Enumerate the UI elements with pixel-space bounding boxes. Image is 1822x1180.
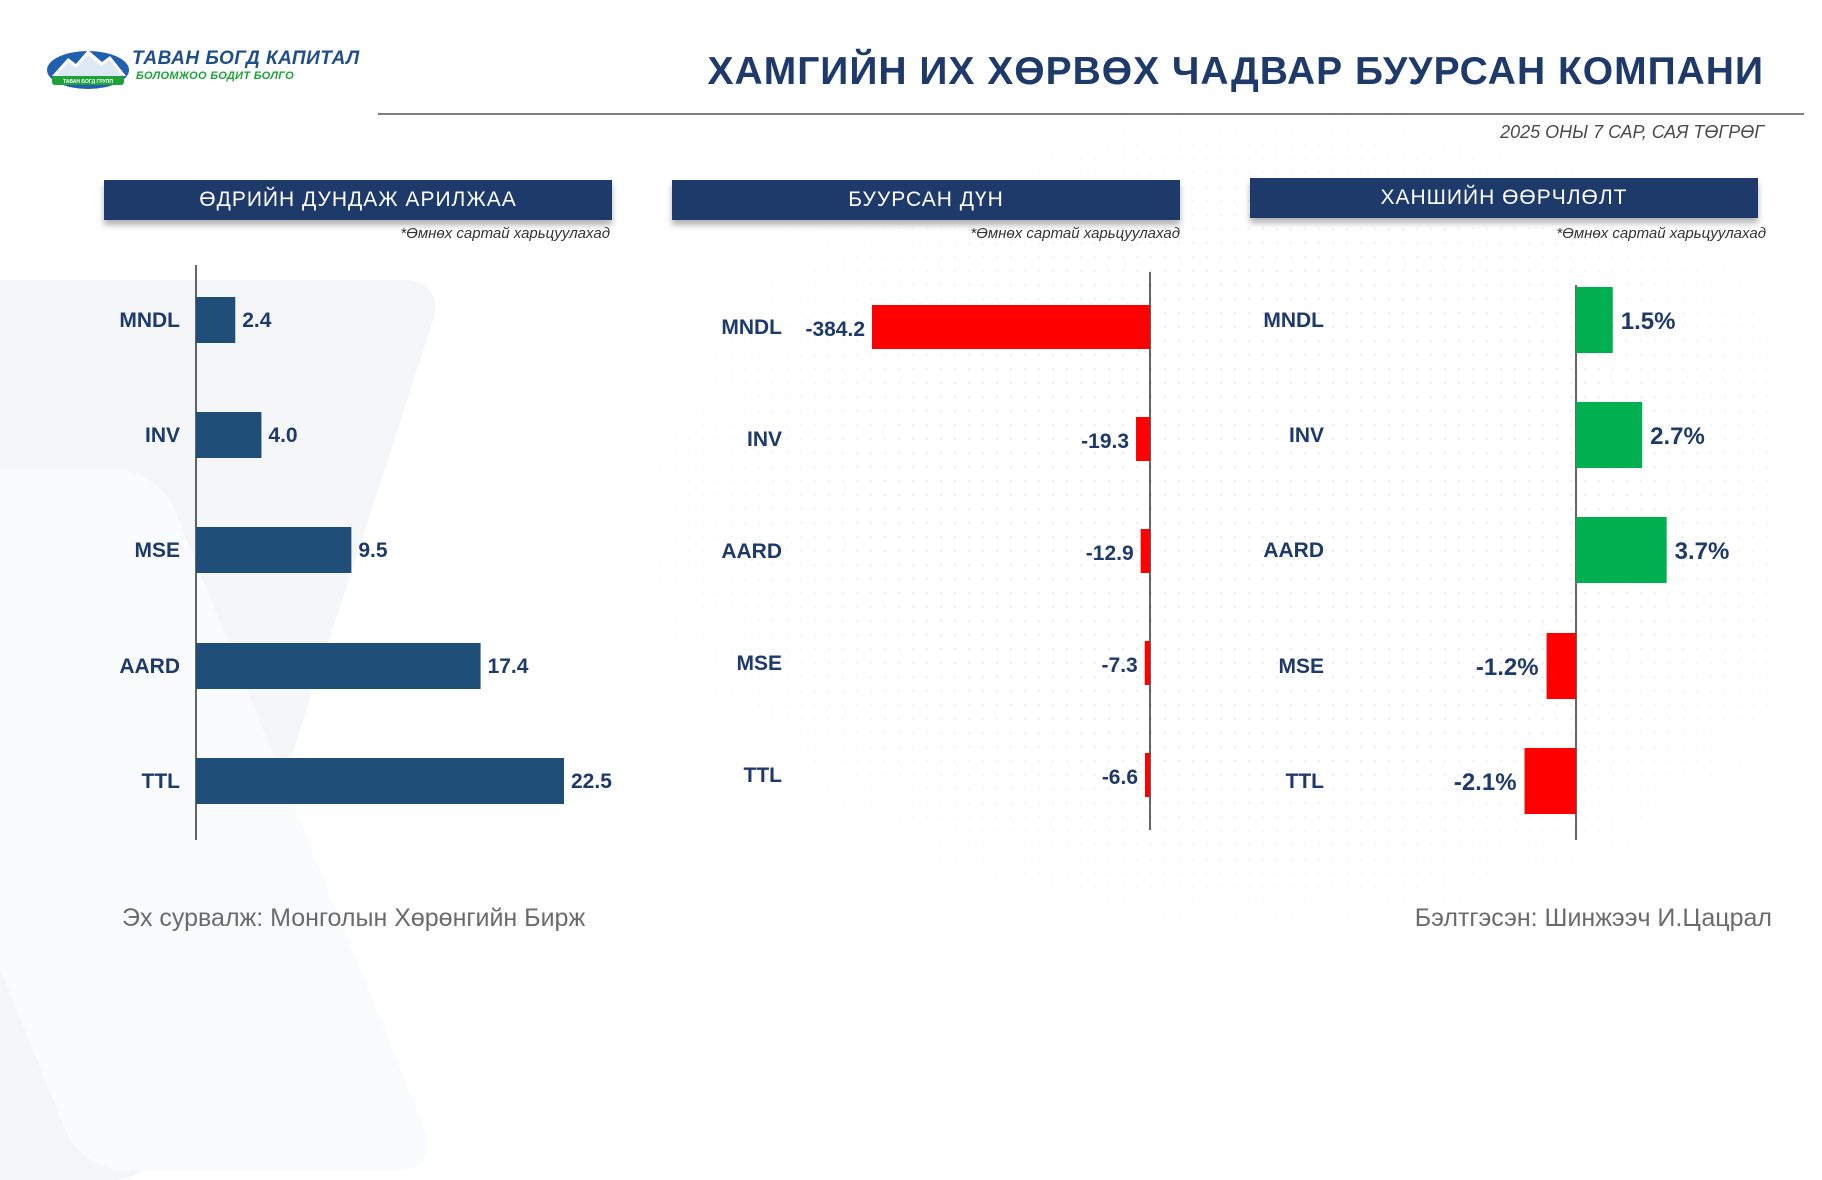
chart-3-value-label: -2.1% [1454, 769, 1517, 796]
chart-1-category-label: INV [145, 424, 180, 447]
chart-3-bar-aard [1576, 517, 1667, 583]
chart-1-value-label: 17.4 [488, 655, 529, 678]
chart-2-bar-mndl [872, 305, 1150, 349]
chart-3-value-label: 3.7% [1675, 538, 1730, 565]
chart-1-bar-mndl [196, 297, 236, 343]
panel-2-note: *Өмнөх сартай харьцуулахад [970, 225, 1180, 242]
chart-1-bar-aard [196, 643, 481, 689]
chart-2-category-label: AARD [721, 540, 782, 563]
page-title: ХАМГИЙН ИХ ХӨРВӨХ ЧАДВАР БУУРСАН КОМПАНИ [707, 50, 1764, 93]
chart-2-category-label: MNDL [721, 316, 782, 339]
title-divider [378, 113, 1804, 115]
chart-3-category-label: MNDL [1263, 309, 1324, 332]
chart-1-bar-inv [196, 412, 262, 458]
chart-3-bar-mse [1546, 633, 1576, 699]
mountain-logo-icon: ТАВАН БОГД ГРУПП [47, 50, 129, 89]
panel-2-heading: БУУРСАН ДҮН [672, 180, 1180, 220]
logo-main-text: ТАВАН БОГД КАПИТАЛ [132, 48, 360, 69]
chart-3-value-label: 2.7% [1650, 423, 1705, 450]
chart-3-bar-inv [1576, 402, 1643, 468]
chart-2-category-label: INV [747, 428, 782, 451]
panel-3-heading: ХАНШИЙН ӨӨРЧЛӨЛТ [1250, 178, 1758, 218]
chart-3-bar-mndl [1576, 287, 1613, 353]
company-logo: ТАВАН БОГД ГРУПП ТАВАН БОГД КАПИТАЛ БОЛО… [46, 46, 359, 90]
panel-3-note: *Өмнөх сартай харьцуулахад [1556, 225, 1766, 242]
chart-2-value-label: -12.9 [1086, 542, 1134, 565]
chart-2-value-label: -19.3 [1081, 430, 1129, 453]
chart-1-category-label: MNDL [119, 309, 180, 332]
chart-3-value-label: -1.2% [1476, 654, 1539, 681]
bar-charts: MNDL 2.4 INV 4.0 MSE 9.5 AARD 17.4 TTL 22.5 MNDL -3… [119, 265, 1730, 840]
chart-2-value-label: -384.2 [805, 318, 865, 341]
chart-2-value-label: -6.6 [1102, 766, 1138, 789]
page-subtitle: 2025 ОНЫ 7 САР, САЯ ТӨГРӨГ [1500, 122, 1764, 142]
footer-source: Эх сурвалж: Монголын Хөрөнгийн Бирж [122, 904, 586, 932]
chart-1-value-label: 22.5 [571, 770, 612, 793]
chart-2-bar-inv [1136, 417, 1150, 461]
chart-2-category-label: MSE [736, 652, 782, 675]
chart-2-value-label: -7.3 [1102, 654, 1138, 677]
chart-1-bar-ttl [196, 758, 564, 804]
chart-2-bar-aard [1140, 529, 1150, 573]
chart-3-category-label: TTL [1286, 770, 1325, 793]
chart-1-category-label: AARD [119, 655, 180, 678]
chart-1-bar-mse [196, 527, 352, 573]
footer-author: Бэлтгэсэн: Шинжээч И.Цацрал [1414, 904, 1772, 932]
chart-3-bar-ttl [1524, 748, 1576, 814]
logo-slogan-text: БОЛОМЖОО БОДИТ БОЛГО [136, 70, 295, 82]
chart-3-value-label: 1.5% [1621, 308, 1676, 335]
chart-1-value-label: 2.4 [242, 309, 272, 332]
chart-1-value-label: 4.0 [268, 424, 297, 447]
panel-1-heading: ӨДРИЙН ДУНДАЖ АРИЛЖАА [104, 180, 612, 220]
chart-3-category-label: AARD [1263, 539, 1324, 562]
chart-2-category-label: TTL [744, 764, 783, 787]
chart-1-value-label: 9.5 [358, 539, 388, 562]
chart-2-bar-mse [1144, 641, 1150, 685]
chart-2-bar-ttl [1145, 753, 1150, 797]
chart-3-category-label: INV [1289, 424, 1324, 447]
chart-1-category-label: MSE [134, 539, 180, 562]
chart-3-category-label: MSE [1278, 655, 1324, 678]
logo-badge-text: ТАВАН БОГД ГРУПП [63, 79, 113, 85]
chart-1-category-label: TTL [142, 770, 181, 793]
panel-1-note: *Өмнөх сартай харьцуулахад [400, 225, 610, 242]
